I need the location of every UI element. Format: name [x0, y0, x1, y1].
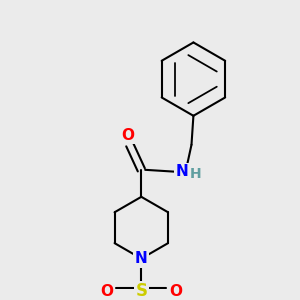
Text: H: H [190, 167, 201, 181]
Text: O: O [169, 284, 183, 299]
Text: O: O [121, 128, 134, 142]
Text: N: N [176, 164, 188, 179]
Text: O: O [100, 284, 113, 299]
Text: N: N [135, 251, 148, 266]
Text: S: S [135, 282, 147, 300]
